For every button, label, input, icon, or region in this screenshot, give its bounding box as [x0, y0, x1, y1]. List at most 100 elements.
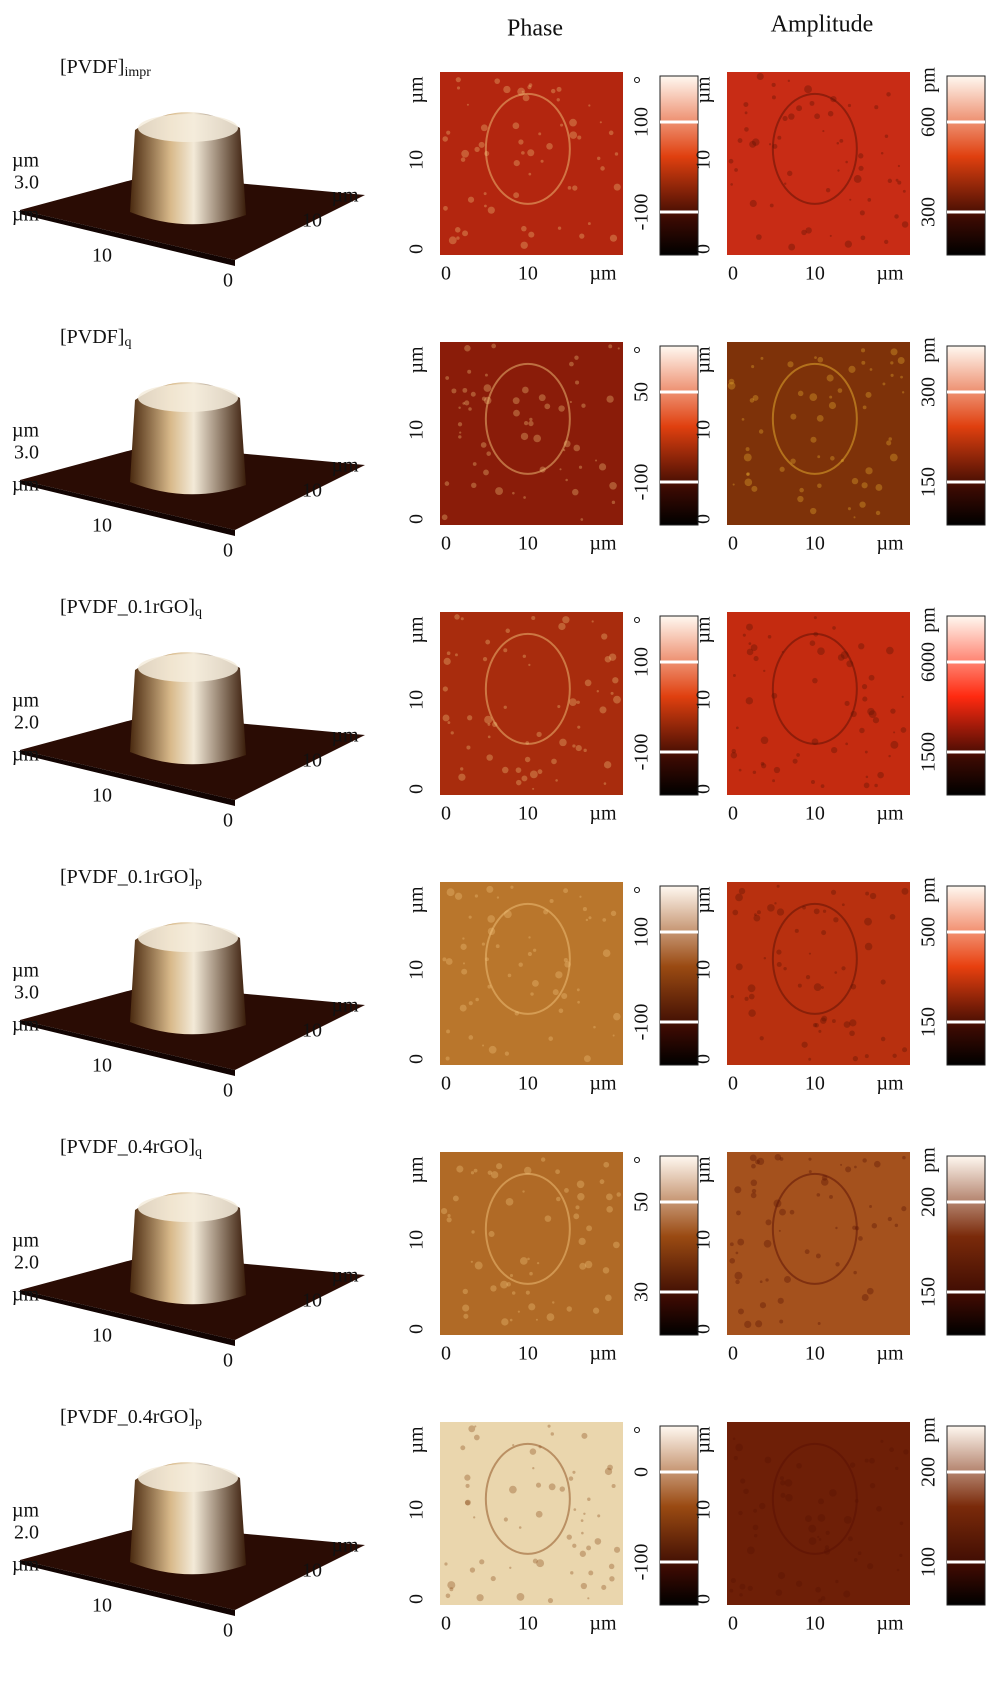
map-texture	[446, 131, 450, 135]
map-texture	[731, 1578, 736, 1583]
y-axis-label: 0	[406, 784, 428, 794]
topography-axis-label: 3.0	[14, 172, 39, 194]
map-texture	[898, 165, 900, 167]
map-texture	[528, 421, 533, 426]
map-texture	[557, 87, 562, 92]
y-axis-label: µm	[693, 76, 715, 104]
map-texture	[861, 361, 865, 365]
map-texture	[496, 1163, 502, 1169]
map-texture	[570, 1571, 573, 1574]
map-texture	[482, 1045, 484, 1047]
map-texture	[458, 406, 460, 408]
x-axis-label: 0	[728, 1073, 738, 1095]
map-texture	[769, 143, 771, 145]
map-texture	[788, 244, 795, 251]
map-texture	[795, 929, 799, 933]
y-axis-label: 0	[406, 244, 428, 254]
map-texture	[612, 501, 615, 504]
map-texture	[814, 356, 817, 359]
scale-unit: °	[631, 1426, 653, 1434]
topography-axis-label: µm	[331, 455, 359, 477]
map-texture	[845, 161, 848, 164]
map-texture	[569, 362, 574, 367]
map-texture	[513, 122, 520, 129]
map-texture	[579, 466, 582, 469]
map-texture	[799, 488, 804, 493]
topography-axis-label: 2.0	[14, 712, 39, 734]
topography-axis-label: 10	[92, 1595, 112, 1617]
topography-axis-label: 2.0	[14, 1522, 39, 1544]
map-texture	[736, 726, 739, 729]
map-texture	[611, 692, 614, 695]
map-texture	[469, 1035, 474, 1040]
map-texture	[536, 1319, 538, 1321]
map-texture	[572, 744, 575, 747]
map-texture	[601, 1585, 606, 1590]
map-texture	[779, 1209, 786, 1216]
map-texture	[593, 1026, 596, 1029]
map-texture	[864, 783, 870, 789]
map-texture	[564, 958, 568, 962]
row-label-main: [PVDF]	[60, 326, 124, 348]
map-texture	[551, 759, 557, 765]
scale-tick-label: 100	[918, 1547, 940, 1577]
map-texture	[470, 1567, 475, 1572]
map-texture	[512, 1291, 516, 1295]
map-texture	[545, 1215, 552, 1222]
map-texture	[460, 767, 463, 770]
map-texture	[889, 1447, 894, 1452]
map-texture	[510, 886, 513, 889]
map-texture	[780, 1476, 784, 1480]
map-texture	[541, 1157, 545, 1161]
map-texture	[521, 433, 528, 440]
topography-axis-label: 10	[92, 1325, 112, 1347]
map-texture	[751, 365, 754, 368]
topography-axis-label: µm	[331, 1535, 359, 1557]
map-texture	[853, 1271, 856, 1274]
map-texture	[764, 1240, 772, 1248]
y-axis-label: 0	[406, 1054, 428, 1064]
map-texture	[849, 1019, 856, 1026]
topography-axis-label: 10	[302, 750, 322, 772]
map-texture	[583, 907, 587, 911]
map-texture	[761, 763, 766, 768]
map-texture	[447, 888, 455, 896]
map-texture	[575, 1205, 579, 1209]
map-texture	[577, 1001, 580, 1004]
map-texture	[833, 917, 838, 922]
map-texture	[513, 410, 520, 417]
map-texture	[572, 185, 577, 190]
x-axis-label: 0	[441, 1343, 451, 1365]
y-axis-label: 10	[693, 150, 715, 170]
map-texture	[592, 620, 594, 622]
map-texture	[903, 190, 906, 193]
map-texture	[474, 1169, 478, 1173]
map-texture	[579, 896, 581, 898]
color-scale	[947, 346, 985, 525]
map-texture	[506, 1282, 511, 1287]
map-image	[727, 72, 910, 255]
map-texture	[519, 962, 523, 966]
map-texture	[466, 1484, 470, 1488]
y-axis-label: µm	[693, 616, 715, 644]
topography-axis-label: 0	[223, 1620, 233, 1642]
topography-top	[138, 1464, 238, 1492]
map-texture	[835, 1580, 838, 1583]
map-texture	[595, 460, 597, 462]
scale-tick-label: 6000	[918, 642, 940, 682]
map-texture	[491, 1576, 496, 1581]
map-image	[440, 612, 623, 795]
map-texture	[772, 83, 776, 87]
map-texture	[821, 930, 826, 935]
map-texture	[772, 779, 775, 782]
map-texture	[740, 1584, 746, 1590]
map-texture	[528, 173, 531, 176]
map-texture	[808, 1158, 811, 1161]
map-texture	[562, 616, 569, 623]
map-texture	[869, 1205, 872, 1208]
map-texture	[852, 478, 858, 484]
map-texture	[745, 111, 748, 114]
map-texture	[733, 1437, 736, 1440]
map-texture	[462, 937, 464, 939]
